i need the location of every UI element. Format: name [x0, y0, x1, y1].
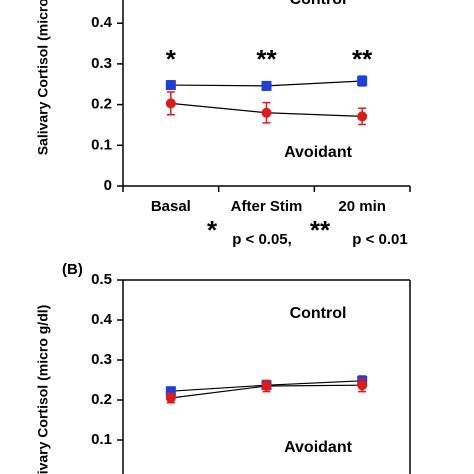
marker	[165, 98, 176, 109]
y-tick-label: 0	[104, 177, 112, 194]
panel-label: (B)	[62, 261, 83, 278]
y-tick-label: 0.4	[91, 14, 113, 31]
x-tick-label: After Stim	[231, 198, 303, 215]
y-tick-label: 0.3	[91, 55, 112, 72]
y-tick-label: 0.5	[91, 271, 112, 288]
significance: **	[256, 44, 277, 74]
y-tick-label: 0.3	[91, 351, 112, 368]
legend-label: Control	[290, 305, 347, 322]
footnote: p < 0.01	[352, 231, 407, 248]
footnote: **	[310, 215, 331, 245]
y-tick-label: 0.4	[91, 311, 113, 328]
y-tick-label: 0.1	[91, 136, 112, 153]
marker	[357, 111, 368, 122]
legend-label: Avoidant	[284, 439, 353, 456]
marker	[357, 380, 368, 391]
y-tick-label: 0.2	[91, 96, 112, 113]
marker	[261, 80, 272, 91]
x-tick-label: Basal	[151, 198, 191, 215]
y-tick-label: 0.1	[91, 431, 112, 448]
footnote: *	[207, 215, 218, 245]
marker	[165, 386, 176, 397]
marker	[357, 75, 368, 86]
marker	[261, 381, 272, 391]
marker	[165, 393, 176, 403]
y-axis-label: Salivary Cortisol (micro g/dl)	[35, 0, 51, 155]
y-tick-label: 0.2	[91, 391, 112, 408]
marker	[261, 107, 272, 118]
legend-label: Avoidant	[284, 144, 353, 161]
x-tick-label: 20 min	[338, 198, 386, 215]
significance: **	[352, 44, 373, 74]
y-axis-label: Salivary Cortisol (micro g/dl)	[35, 305, 51, 474]
legend-label: Control	[290, 0, 347, 8]
significance: *	[166, 44, 177, 74]
footnote: p < 0.05,	[232, 231, 292, 248]
marker	[165, 80, 176, 91]
